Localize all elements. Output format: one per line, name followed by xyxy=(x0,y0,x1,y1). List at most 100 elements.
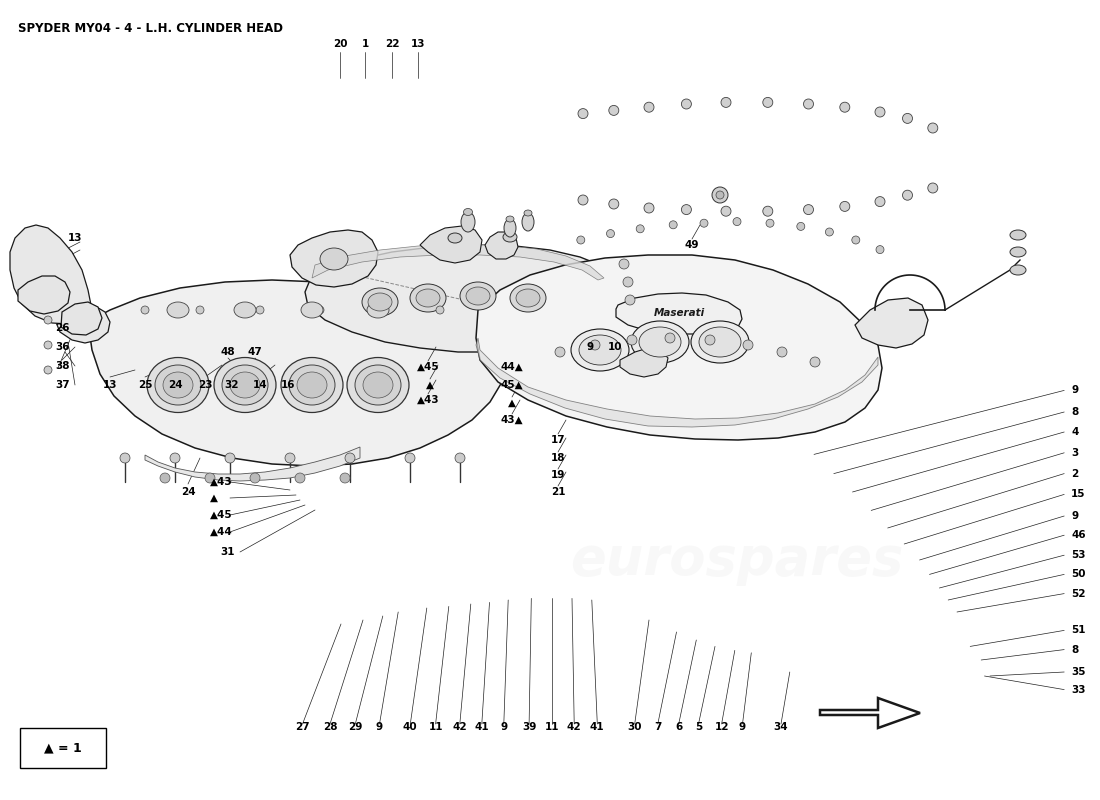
Ellipse shape xyxy=(516,289,540,307)
Text: 19: 19 xyxy=(551,470,565,480)
Circle shape xyxy=(839,202,850,211)
Circle shape xyxy=(316,306,324,314)
Circle shape xyxy=(644,102,654,112)
Circle shape xyxy=(345,453,355,463)
Text: 14: 14 xyxy=(253,380,267,390)
Ellipse shape xyxy=(461,212,475,232)
Text: 9: 9 xyxy=(1071,511,1078,521)
Circle shape xyxy=(576,236,585,244)
Text: 16: 16 xyxy=(280,380,295,390)
Circle shape xyxy=(796,222,805,230)
Polygon shape xyxy=(420,226,482,263)
Text: 9: 9 xyxy=(586,342,594,352)
Text: ▲: ▲ xyxy=(210,493,218,503)
Circle shape xyxy=(578,109,588,118)
Text: 44▲: 44▲ xyxy=(500,362,524,372)
Text: 17: 17 xyxy=(551,435,565,445)
Text: 38: 38 xyxy=(55,361,69,371)
Circle shape xyxy=(681,205,692,214)
FancyBboxPatch shape xyxy=(20,728,106,768)
Ellipse shape xyxy=(346,358,409,413)
Text: 37: 37 xyxy=(55,380,69,390)
Circle shape xyxy=(902,114,913,123)
Ellipse shape xyxy=(163,372,192,398)
Circle shape xyxy=(874,197,886,206)
Text: 24: 24 xyxy=(180,487,196,497)
Text: Maserati: Maserati xyxy=(653,308,705,318)
Circle shape xyxy=(556,347,565,357)
Circle shape xyxy=(608,199,619,209)
Ellipse shape xyxy=(363,372,393,398)
Text: 33: 33 xyxy=(1071,685,1086,694)
Text: ▲45: ▲45 xyxy=(417,362,439,372)
Circle shape xyxy=(120,453,130,463)
Text: 32: 32 xyxy=(224,380,240,390)
Circle shape xyxy=(705,335,715,345)
Text: 11: 11 xyxy=(428,722,443,732)
Text: 21: 21 xyxy=(551,487,565,497)
Polygon shape xyxy=(855,298,928,348)
Ellipse shape xyxy=(320,248,348,270)
Circle shape xyxy=(803,99,814,109)
Circle shape xyxy=(590,340,600,350)
Circle shape xyxy=(681,99,692,109)
Text: 13: 13 xyxy=(410,39,426,49)
Text: 13: 13 xyxy=(68,233,82,243)
Text: 27: 27 xyxy=(295,722,310,732)
Polygon shape xyxy=(476,338,878,427)
Polygon shape xyxy=(145,447,360,481)
Ellipse shape xyxy=(448,233,462,243)
Circle shape xyxy=(196,306,204,314)
Text: 41: 41 xyxy=(590,722,605,732)
Text: 30: 30 xyxy=(627,722,642,732)
Ellipse shape xyxy=(289,365,336,405)
Text: 10: 10 xyxy=(607,342,623,352)
Text: 34: 34 xyxy=(773,722,789,732)
Text: 29: 29 xyxy=(348,722,363,732)
Circle shape xyxy=(839,102,850,112)
Ellipse shape xyxy=(466,287,490,305)
Polygon shape xyxy=(60,302,102,335)
Circle shape xyxy=(619,259,629,269)
Text: 45▲: 45▲ xyxy=(500,380,524,390)
Text: eurospares: eurospares xyxy=(570,534,904,586)
Text: 24: 24 xyxy=(167,380,183,390)
Text: 1: 1 xyxy=(362,39,369,49)
Text: 52: 52 xyxy=(1071,589,1086,598)
Circle shape xyxy=(608,106,619,115)
Ellipse shape xyxy=(301,302,323,318)
Text: 28: 28 xyxy=(322,722,338,732)
Circle shape xyxy=(226,453,235,463)
Circle shape xyxy=(627,335,637,345)
Polygon shape xyxy=(820,698,920,728)
Text: 49: 49 xyxy=(684,240,700,250)
Text: ▲: ▲ xyxy=(426,380,434,390)
Text: ▲45: ▲45 xyxy=(210,510,232,520)
Circle shape xyxy=(44,316,52,324)
Ellipse shape xyxy=(367,302,389,318)
Ellipse shape xyxy=(463,209,473,215)
Ellipse shape xyxy=(147,358,209,413)
Circle shape xyxy=(405,453,415,463)
Text: 22: 22 xyxy=(385,39,399,49)
Circle shape xyxy=(902,190,913,200)
Text: 7: 7 xyxy=(654,722,661,732)
Text: 46: 46 xyxy=(1071,530,1086,540)
Circle shape xyxy=(44,341,52,349)
Text: 26: 26 xyxy=(55,323,69,333)
Ellipse shape xyxy=(155,365,201,405)
Circle shape xyxy=(851,236,860,244)
Circle shape xyxy=(876,246,884,254)
Text: 13: 13 xyxy=(102,380,118,390)
Circle shape xyxy=(636,225,645,233)
Circle shape xyxy=(669,221,678,229)
Ellipse shape xyxy=(297,372,327,398)
Text: 18: 18 xyxy=(551,453,565,463)
Text: 2: 2 xyxy=(1071,469,1078,478)
Ellipse shape xyxy=(579,335,621,365)
Ellipse shape xyxy=(691,321,749,363)
Ellipse shape xyxy=(410,284,446,312)
Circle shape xyxy=(625,295,635,305)
Text: 11: 11 xyxy=(544,722,560,732)
Ellipse shape xyxy=(522,213,534,231)
